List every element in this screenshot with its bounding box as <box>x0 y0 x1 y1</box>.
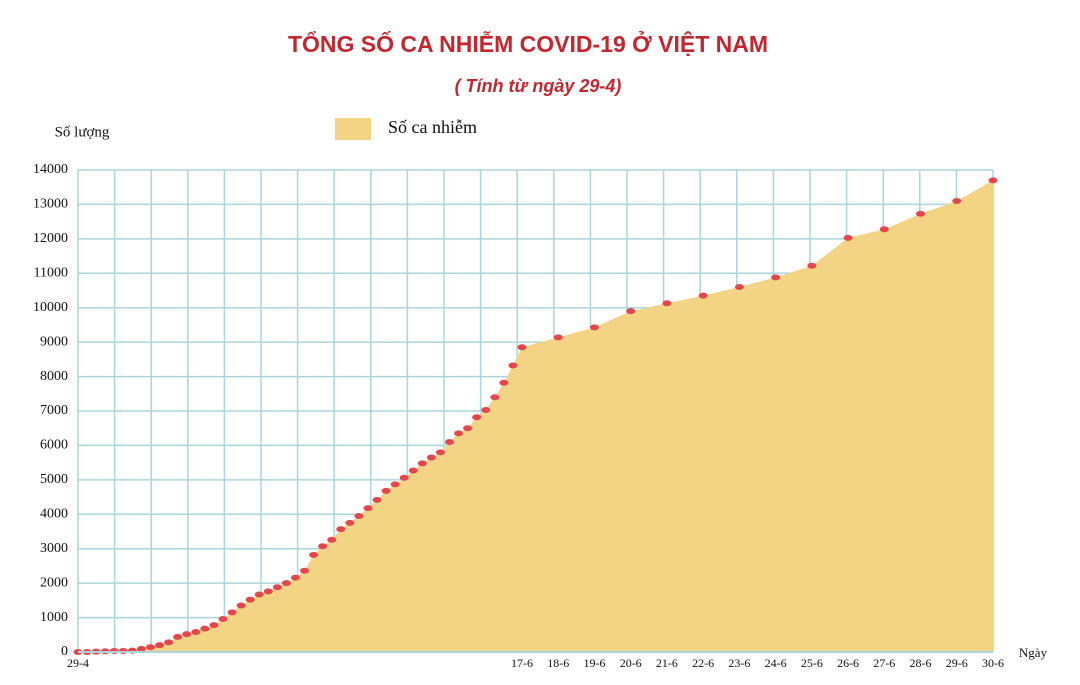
data-point <box>734 284 744 291</box>
data-point <box>218 615 228 622</box>
x-tick-label: 29-4 <box>67 656 89 670</box>
data-point <box>435 449 445 456</box>
y-tick-label: 9000 <box>40 334 68 349</box>
y-tick-label: 12000 <box>33 231 68 246</box>
x-tick-label: 25-6 <box>801 656 823 670</box>
y-tick-label: 10000 <box>33 300 68 315</box>
data-point <box>200 625 210 632</box>
x-tick-label: 28-6 <box>910 656 932 670</box>
data-point <box>145 644 155 651</box>
y-tick-label: 2000 <box>40 575 68 590</box>
data-point <box>164 639 174 646</box>
data-point <box>236 602 246 609</box>
x-axis-label: Ngày <box>1019 645 1048 660</box>
data-point <box>372 496 382 503</box>
data-point <box>182 631 192 638</box>
x-tick-label: 20-6 <box>620 656 642 670</box>
data-point <box>118 647 128 654</box>
data-point <box>490 394 500 401</box>
data-point <box>254 591 264 598</box>
data-point <box>662 300 672 307</box>
data-point <box>626 308 636 315</box>
data-point <box>109 647 119 654</box>
y-tick-label: 1000 <box>40 610 68 625</box>
data-point <box>807 262 817 269</box>
data-point <box>209 622 219 629</box>
y-tick-label: 3000 <box>40 541 68 556</box>
x-tick-label: 21-6 <box>656 656 678 670</box>
data-point <box>281 580 291 587</box>
legend-swatch <box>335 118 371 140</box>
y-tick-label: 8000 <box>40 369 68 384</box>
data-point <box>771 274 781 281</box>
y-axis-label: Số lượng <box>55 124 110 140</box>
data-point <box>336 526 346 533</box>
y-tick-label: 14000 <box>33 162 68 177</box>
x-tick-label: 24-6 <box>765 656 787 670</box>
data-point <box>173 633 183 640</box>
chart-subtitle: ( Tính từ ngày 29-4) <box>455 76 622 96</box>
data-point <box>327 536 337 543</box>
data-point <box>191 629 201 636</box>
x-tick-label: 17-6 <box>511 656 533 670</box>
y-tick-label: 6000 <box>40 438 68 453</box>
data-point <box>272 584 282 591</box>
data-point <box>309 551 319 558</box>
data-point <box>381 487 391 494</box>
data-point <box>417 460 427 467</box>
plot: 0 1000 2000 3000 4000 5000 6000 7000 8000 9000 100… <box>33 117 1004 670</box>
data-point <box>290 574 300 581</box>
y-tick-label: 13000 <box>33 197 68 212</box>
x-tick-label: 27-6 <box>873 656 895 670</box>
data-point <box>589 324 599 331</box>
data-point <box>454 430 464 437</box>
data-point <box>263 588 273 595</box>
chart-title: TỔNG SỐ CA NHIỄM COVID-19 Ở VIỆT NAM <box>288 29 768 57</box>
data-point <box>952 197 962 204</box>
x-tick-label: 18-6 <box>547 656 569 670</box>
x-tick-label: 26-6 <box>837 656 859 670</box>
data-point <box>445 438 455 445</box>
x-tick-label: 22-6 <box>692 656 714 670</box>
data-point <box>426 454 436 461</box>
y-tick-label: 7000 <box>40 403 68 418</box>
data-point <box>363 505 373 512</box>
legend-label: Số ca nhiễm <box>388 117 477 137</box>
data-point <box>499 379 509 386</box>
y-tick-label: 0 <box>61 644 68 659</box>
x-tick-label: 29-6 <box>946 656 968 670</box>
data-point <box>354 513 364 520</box>
data-point <box>879 226 889 233</box>
data-point <box>463 425 473 432</box>
data-point <box>300 567 310 574</box>
data-point <box>517 344 527 351</box>
data-point <box>136 645 146 652</box>
x-tick-label: 19-6 <box>583 656 605 670</box>
data-point <box>345 519 355 526</box>
data-point <box>399 474 409 481</box>
data-point <box>408 467 418 474</box>
data-point <box>390 481 400 488</box>
area <box>78 180 993 653</box>
data-point <box>472 414 482 421</box>
data-point <box>245 596 255 603</box>
data-point <box>227 609 237 616</box>
y-tick-label: 4000 <box>40 507 68 522</box>
x-tick-label: 30-6 <box>982 656 1004 670</box>
x-tick-label: 23-6 <box>728 656 750 670</box>
data-point <box>916 210 926 217</box>
data-point <box>155 642 165 649</box>
data-point <box>318 543 328 550</box>
data-point <box>508 362 518 369</box>
data-point <box>988 177 998 184</box>
data-point <box>843 234 853 241</box>
data-point <box>553 334 563 341</box>
data-point <box>481 406 491 413</box>
y-tick-label: 5000 <box>40 472 68 487</box>
data-point <box>698 292 708 299</box>
y-tick-label: 11000 <box>34 266 68 281</box>
